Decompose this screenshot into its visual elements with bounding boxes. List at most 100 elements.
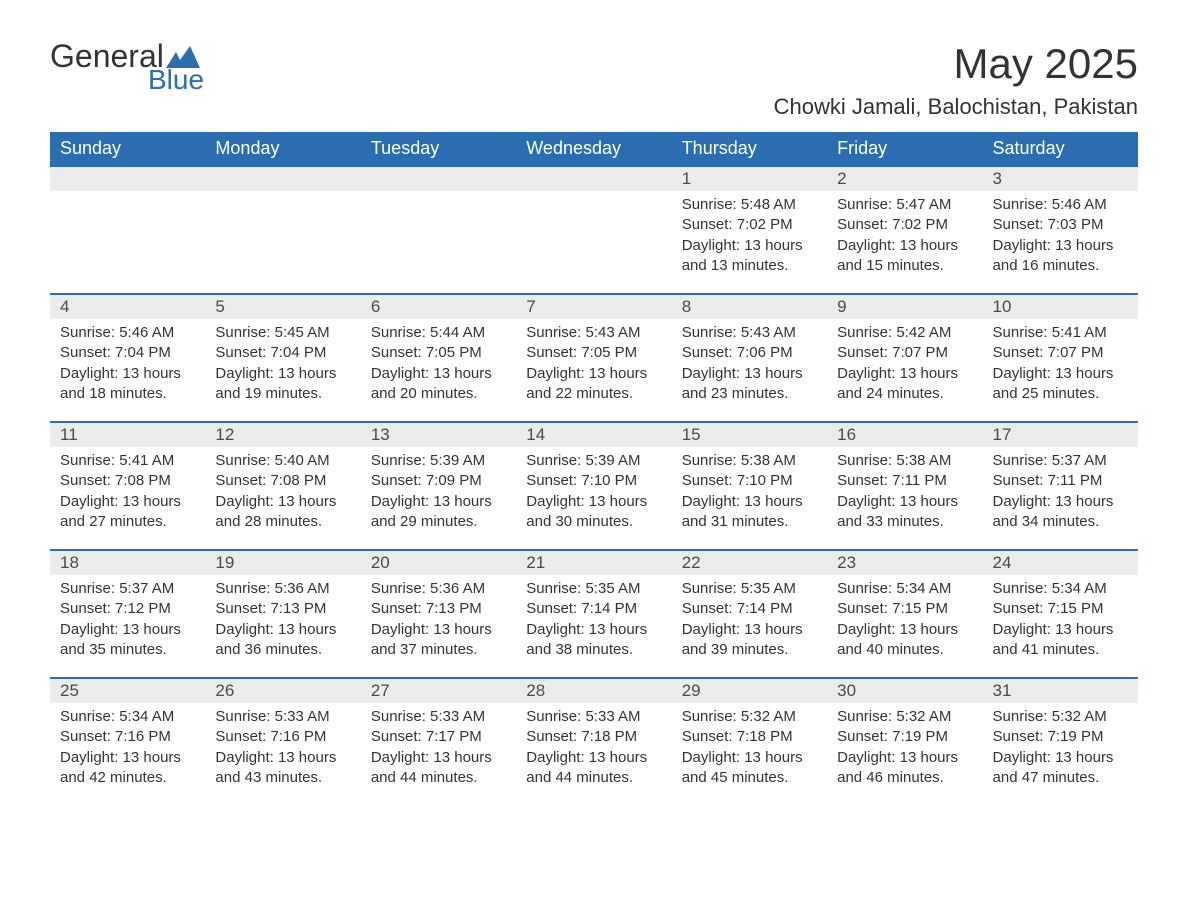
day-details: Sunrise: 5:36 AMSunset: 7:13 PMDaylight:… xyxy=(205,575,360,668)
sunset-line: Sunset: 7:08 PM xyxy=(60,471,195,491)
daylight-value: 13 hours and 39 minutes. xyxy=(682,621,803,658)
day-details: Sunrise: 5:33 AMSunset: 7:16 PMDaylight:… xyxy=(205,703,360,796)
day-details: Sunrise: 5:42 AMSunset: 7:07 PMDaylight:… xyxy=(827,319,982,412)
daylight-line: Daylight: 13 hours and 20 minutes. xyxy=(371,364,506,405)
calendar-cell: 27Sunrise: 5:33 AMSunset: 7:17 PMDayligh… xyxy=(361,677,516,805)
sunset-value: 7:18 PM xyxy=(581,728,637,745)
daylight-line: Daylight: 13 hours and 38 minutes. xyxy=(526,620,661,661)
daylight-line: Daylight: 13 hours and 15 minutes. xyxy=(837,236,972,277)
daylight-value: 13 hours and 36 minutes. xyxy=(215,621,336,658)
daylight-line: Daylight: 13 hours and 40 minutes. xyxy=(837,620,972,661)
daylight-value: 13 hours and 38 minutes. xyxy=(526,621,647,658)
title-block: May 2025 Chowki Jamali, Balochistan, Pak… xyxy=(774,40,1138,120)
sunset-line: Sunset: 7:13 PM xyxy=(371,599,506,619)
sunrise-line: Sunrise: 5:44 AM xyxy=(371,323,506,343)
sunrise-line: Sunrise: 5:39 AM xyxy=(371,451,506,471)
daylight-value: 13 hours and 30 minutes. xyxy=(526,493,647,530)
calendar-table: SundayMondayTuesdayWednesdayThursdayFrid… xyxy=(50,132,1138,805)
sunset-line: Sunset: 7:19 PM xyxy=(993,727,1128,747)
sunrise-value: 5:35 AM xyxy=(741,580,796,597)
day-number: 11 xyxy=(50,421,205,447)
day-number: 29 xyxy=(672,677,827,703)
calendar-header-row: SundayMondayTuesdayWednesdayThursdayFrid… xyxy=(50,132,1138,165)
sunrise-value: 5:36 AM xyxy=(275,580,330,597)
day-number: 4 xyxy=(50,293,205,319)
sunrise-value: 5:38 AM xyxy=(896,452,951,469)
day-details: Sunrise: 5:46 AMSunset: 7:03 PMDaylight:… xyxy=(983,191,1138,284)
sunset-line: Sunset: 7:18 PM xyxy=(526,727,661,747)
day-details: Sunrise: 5:35 AMSunset: 7:14 PMDaylight:… xyxy=(672,575,827,668)
sunrise-line: Sunrise: 5:32 AM xyxy=(993,707,1128,727)
weekday-header: Tuesday xyxy=(361,132,516,165)
daylight-value: 13 hours and 45 minutes. xyxy=(682,749,803,786)
sunrise-value: 5:34 AM xyxy=(119,708,174,725)
day-details: Sunrise: 5:32 AMSunset: 7:19 PMDaylight:… xyxy=(827,703,982,796)
daylight-line: Daylight: 13 hours and 16 minutes. xyxy=(993,236,1128,277)
day-details: Sunrise: 5:41 AMSunset: 7:07 PMDaylight:… xyxy=(983,319,1138,412)
daylight-line: Daylight: 13 hours and 34 minutes. xyxy=(993,492,1128,533)
calendar-cell: 11Sunrise: 5:41 AMSunset: 7:08 PMDayligh… xyxy=(50,421,205,549)
day-number-empty xyxy=(205,165,360,191)
daylight-line: Daylight: 13 hours and 43 minutes. xyxy=(215,748,350,789)
sunrise-value: 5:37 AM xyxy=(1052,452,1107,469)
sunrise-line: Sunrise: 5:48 AM xyxy=(682,195,817,215)
sunrise-value: 5:41 AM xyxy=(119,452,174,469)
sunset-value: 7:16 PM xyxy=(270,728,326,745)
sunrise-line: Sunrise: 5:43 AM xyxy=(682,323,817,343)
sunrise-line: Sunrise: 5:40 AM xyxy=(215,451,350,471)
daylight-line: Daylight: 13 hours and 33 minutes. xyxy=(837,492,972,533)
sunrise-value: 5:33 AM xyxy=(585,708,640,725)
calendar-cell: 29Sunrise: 5:32 AMSunset: 7:18 PMDayligh… xyxy=(672,677,827,805)
sunrise-line: Sunrise: 5:36 AM xyxy=(371,579,506,599)
sunrise-line: Sunrise: 5:33 AM xyxy=(215,707,350,727)
daylight-value: 13 hours and 44 minutes. xyxy=(526,749,647,786)
daylight-line: Daylight: 13 hours and 29 minutes. xyxy=(371,492,506,533)
sunset-value: 7:13 PM xyxy=(426,600,482,617)
sunset-line: Sunset: 7:14 PM xyxy=(526,599,661,619)
day-number: 26 xyxy=(205,677,360,703)
sunset-line: Sunset: 7:16 PM xyxy=(215,727,350,747)
sunset-value: 7:08 PM xyxy=(115,472,171,489)
daylight-line: Daylight: 13 hours and 27 minutes. xyxy=(60,492,195,533)
weekday-header: Wednesday xyxy=(516,132,671,165)
sunrise-value: 5:48 AM xyxy=(741,196,796,213)
weekday-header: Saturday xyxy=(983,132,1138,165)
daylight-value: 13 hours and 29 minutes. xyxy=(371,493,492,530)
sunrise-value: 5:32 AM xyxy=(741,708,796,725)
calendar-cell: 28Sunrise: 5:33 AMSunset: 7:18 PMDayligh… xyxy=(516,677,671,805)
day-number: 9 xyxy=(827,293,982,319)
daylight-line: Daylight: 13 hours and 25 minutes. xyxy=(993,364,1128,405)
sunset-value: 7:05 PM xyxy=(426,344,482,361)
daylight-value: 13 hours and 22 minutes. xyxy=(526,365,647,402)
calendar-cell: 4Sunrise: 5:46 AMSunset: 7:04 PMDaylight… xyxy=(50,293,205,421)
sunset-value: 7:04 PM xyxy=(115,344,171,361)
day-number: 12 xyxy=(205,421,360,447)
day-number: 28 xyxy=(516,677,671,703)
sunset-value: 7:13 PM xyxy=(270,600,326,617)
day-number: 30 xyxy=(827,677,982,703)
day-details: Sunrise: 5:44 AMSunset: 7:05 PMDaylight:… xyxy=(361,319,516,412)
sunset-value: 7:07 PM xyxy=(1048,344,1104,361)
day-details: Sunrise: 5:35 AMSunset: 7:14 PMDaylight:… xyxy=(516,575,671,668)
calendar-cell: 9Sunrise: 5:42 AMSunset: 7:07 PMDaylight… xyxy=(827,293,982,421)
sunset-line: Sunset: 7:08 PM xyxy=(215,471,350,491)
calendar-cell xyxy=(50,165,205,293)
sunrise-line: Sunrise: 5:47 AM xyxy=(837,195,972,215)
daylight-line: Daylight: 13 hours and 39 minutes. xyxy=(682,620,817,661)
sunset-value: 7:14 PM xyxy=(581,600,637,617)
sunset-line: Sunset: 7:13 PM xyxy=(215,599,350,619)
sunset-line: Sunset: 7:06 PM xyxy=(682,343,817,363)
calendar-cell: 24Sunrise: 5:34 AMSunset: 7:15 PMDayligh… xyxy=(983,549,1138,677)
day-number-empty xyxy=(516,165,671,191)
calendar-cell: 15Sunrise: 5:38 AMSunset: 7:10 PMDayligh… xyxy=(672,421,827,549)
sunrise-line: Sunrise: 5:34 AM xyxy=(993,579,1128,599)
sunrise-value: 5:36 AM xyxy=(430,580,485,597)
logo-text-general: General xyxy=(50,40,164,72)
daylight-value: 13 hours and 20 minutes. xyxy=(371,365,492,402)
sunset-value: 7:07 PM xyxy=(892,344,948,361)
sunrise-value: 5:32 AM xyxy=(1052,708,1107,725)
daylight-value: 13 hours and 42 minutes. xyxy=(60,749,181,786)
day-details: Sunrise: 5:33 AMSunset: 7:18 PMDaylight:… xyxy=(516,703,671,796)
sunrise-line: Sunrise: 5:42 AM xyxy=(837,323,972,343)
sunset-value: 7:05 PM xyxy=(581,344,637,361)
